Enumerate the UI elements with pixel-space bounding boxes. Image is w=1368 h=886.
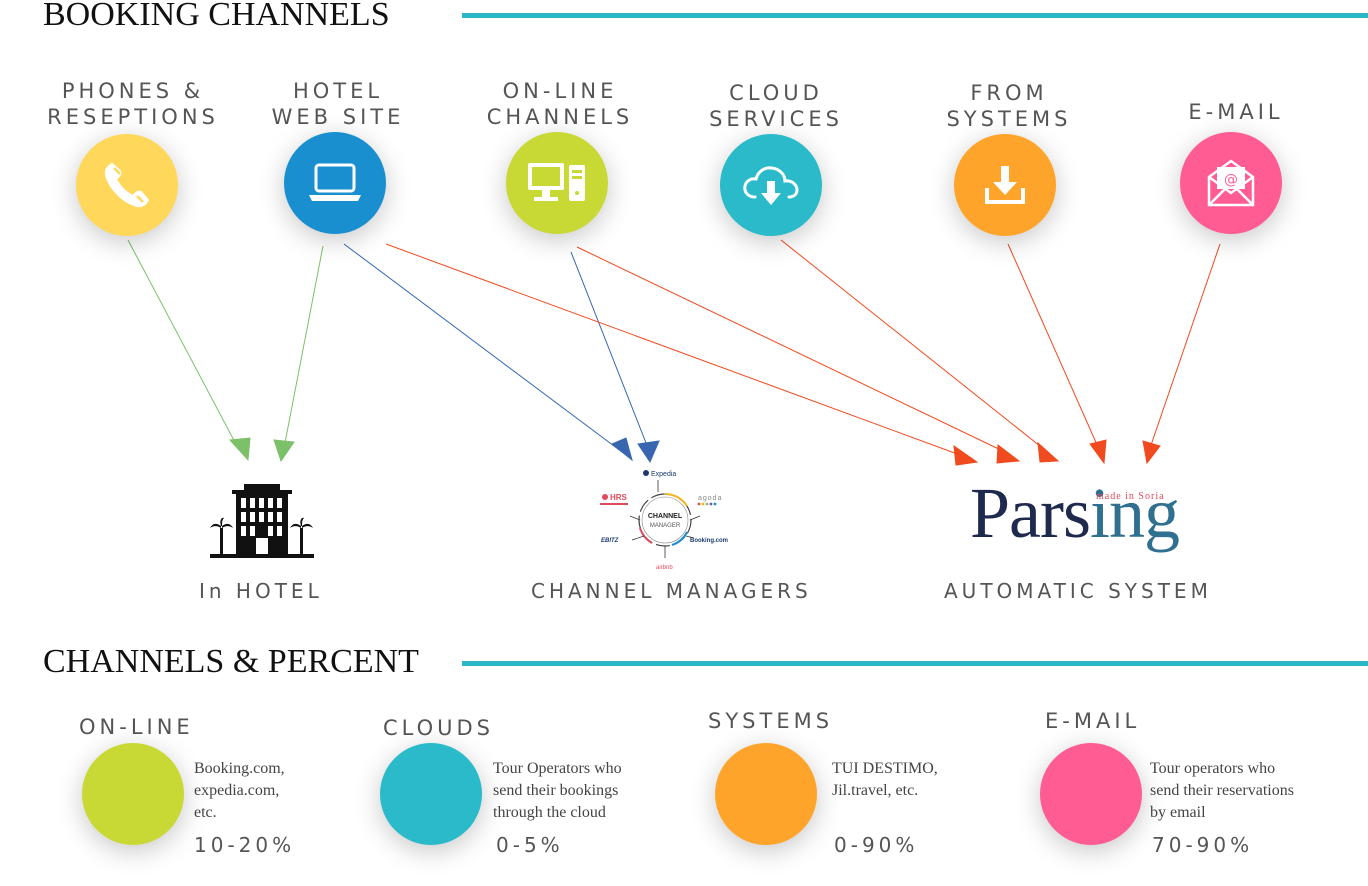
parsing-logo: Parsing <box>970 472 1180 555</box>
hrs-logo: HRS <box>610 493 628 502</box>
percent-desc-online: Booking.com, expedia.com, etc. <box>194 760 285 821</box>
channel-label-line1: HOTEL <box>292 79 384 103</box>
arrows-to-automatic-system <box>385 239 1221 466</box>
percent-circle-clouds <box>380 743 482 845</box>
percent-circle-online <box>82 743 184 845</box>
airbnb-logo: airbnb <box>656 565 673 571</box>
booking-logo: Booking.com <box>690 538 728 544</box>
channel-label-hotel-web: HOTEL WEB SITE <box>262 78 414 130</box>
percent-desc-email: Tour operators who send their reservatio… <box>1150 760 1294 821</box>
percent-label-clouds: CLOUDS <box>383 716 495 740</box>
channel-label-line1: FROM <box>970 81 1048 105</box>
channels-percent-rule <box>462 661 1368 666</box>
channel-manager-text-bottom: MANAGER <box>650 523 681 529</box>
phone-icon <box>104 162 150 208</box>
channel-label-cloud: CLOUD SERVICES <box>700 80 852 132</box>
channel-label-line2: SYSTEMS <box>946 107 1072 131</box>
destination-label-hotel: In HOTEL <box>199 579 323 603</box>
arrows-to-hotel <box>127 239 324 463</box>
channel-manager-text-top: CHANNEL <box>648 513 683 520</box>
channels-percent-title: CHANNELS & PERCENT <box>43 643 419 680</box>
channel-label-line2: CHANNELS <box>486 105 634 129</box>
expedia-logo: Expedia <box>651 471 676 478</box>
channel-circle-systems <box>954 134 1056 236</box>
parsing-logo-main: Pars <box>970 473 1091 553</box>
parsing-logo-accent: ing <box>1090 473 1180 553</box>
laptop-icon <box>309 163 361 201</box>
channel-circle-cloud <box>720 134 822 236</box>
envelope-icon: @ <box>1207 159 1255 207</box>
desktop-icon <box>528 163 585 201</box>
channel-label-line1: ON-LINE <box>502 79 618 103</box>
channel-label-line1: E-MAIL <box>1188 100 1284 124</box>
cloud-download-icon <box>743 166 799 205</box>
arrows-to-channel-managers <box>343 243 660 464</box>
destination-label-channel-managers: CHANNEL MANAGERS <box>531 579 812 603</box>
channel-label-systems: FROM SYSTEMS <box>936 80 1082 132</box>
percent-desc-systems: TUI DESTIMO, Jil.travel, etc. <box>832 760 938 799</box>
channel-circle-email: @ <box>1180 132 1282 234</box>
percent-label-online: ON-LINE <box>79 715 194 739</box>
percent-value-clouds: 0-5% <box>496 833 564 857</box>
channel-label-line1: PHONES & <box>61 79 205 103</box>
channel-manager-logo: CHANNEL MANAGER Expedia agoda HRS Bookin… <box>600 470 728 571</box>
channel-circle-hotel-web <box>284 132 386 234</box>
destination-label-automatic: AUTOMATIC SYSTEM <box>944 579 1212 603</box>
percent-value-email: 70-90% <box>1152 833 1254 857</box>
percent-label-email: E-MAIL <box>1045 709 1141 733</box>
percent-value-systems: 0-90% <box>834 833 919 857</box>
hotel-building-icon <box>210 484 314 558</box>
svg-text:@: @ <box>1224 172 1238 188</box>
channel-label-line2: SERVICES <box>709 107 843 131</box>
channel-label-line1: CLOUD <box>729 81 823 105</box>
channel-label-line2: RESEPTIONS <box>47 105 219 129</box>
percent-label-systems: SYSTEMS <box>708 709 834 733</box>
channel-label-online: ON-LINE CHANNELS <box>480 78 640 130</box>
percent-desc-clouds: Tour Operators who send their bookings t… <box>493 760 622 821</box>
ebitz-logo: EBITZ <box>601 538 619 544</box>
channel-circle-online <box>506 132 608 234</box>
percent-circle-systems <box>715 743 817 845</box>
percent-circle-email <box>1040 743 1142 845</box>
download-icon <box>985 166 1025 204</box>
booking-channels-rule <box>462 13 1368 18</box>
channel-label-phones: PHONES & RESEPTIONS <box>40 78 226 130</box>
channel-label-line2: WEB SITE <box>271 105 405 129</box>
agoda-dots-icon <box>697 502 717 506</box>
parsing-tagline: made in Soria <box>1096 491 1165 502</box>
channel-circle-phones <box>76 134 178 236</box>
agoda-logo: agoda <box>698 495 722 502</box>
channel-label-email: E-MAIL <box>1172 99 1300 125</box>
percent-value-online: 10-20% <box>194 833 296 857</box>
booking-channels-title: BOOKING CHANNELS <box>43 0 390 33</box>
